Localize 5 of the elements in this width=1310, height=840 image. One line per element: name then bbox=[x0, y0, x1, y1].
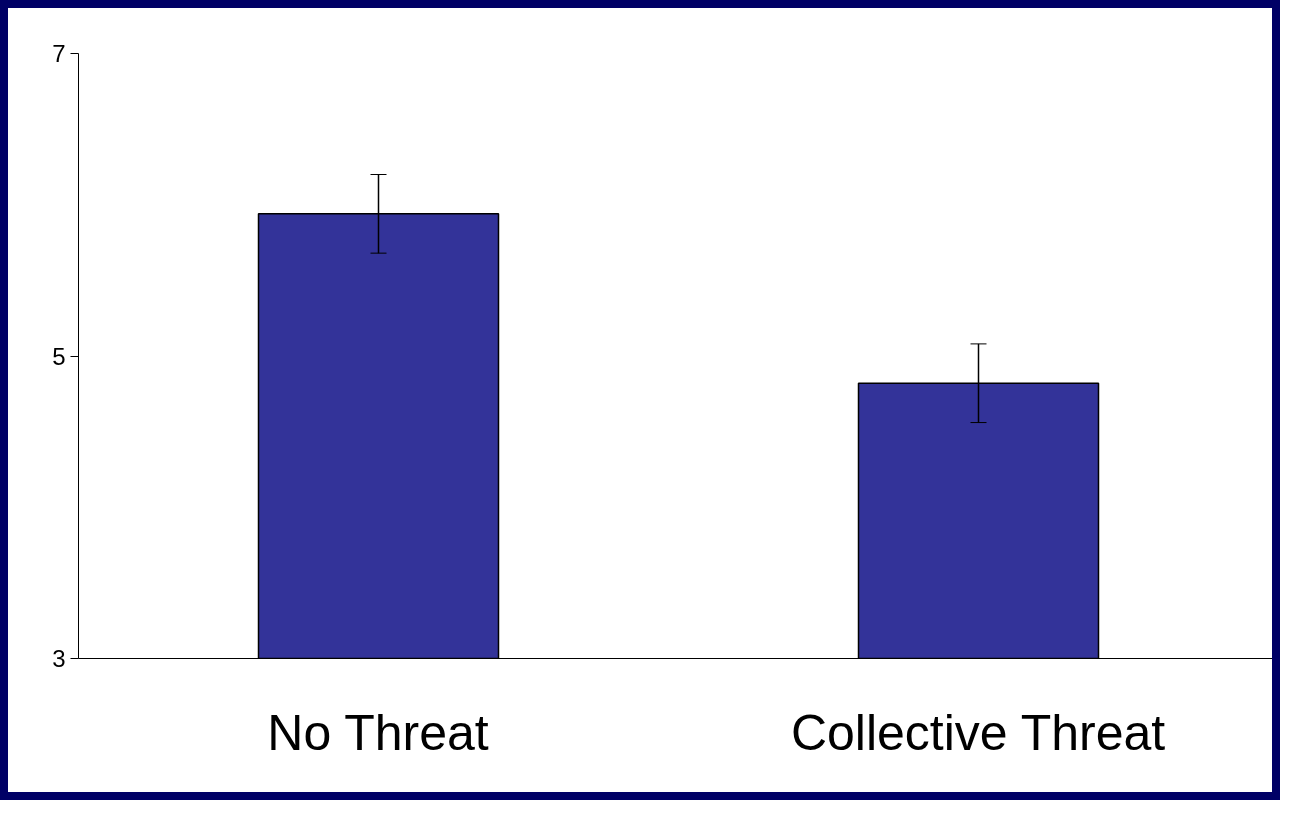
x-tick-label: No Threat bbox=[267, 704, 489, 761]
y-tick-label: 7 bbox=[52, 40, 66, 67]
x-tick-label: Collective Threat bbox=[790, 704, 1166, 761]
y-tick-label: 5 bbox=[52, 342, 66, 370]
y-tick-label: 3 bbox=[52, 645, 66, 672]
